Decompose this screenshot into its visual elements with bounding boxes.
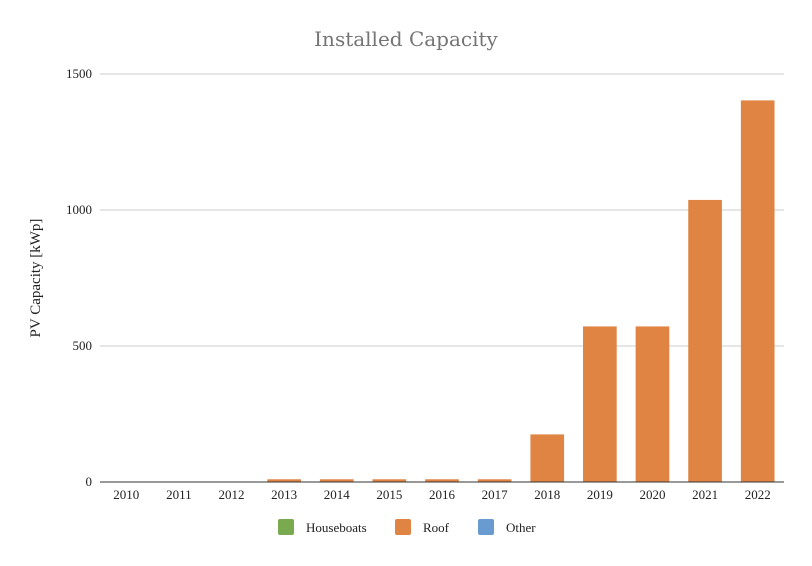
bar-roof-2022	[740, 100, 775, 482]
bar-roof-2021	[688, 199, 722, 482]
legend-swatch-houseboats	[278, 519, 294, 535]
legend-label-other: Other	[506, 520, 536, 535]
x-tick-label: 2017	[482, 487, 509, 502]
gridlines	[100, 73, 784, 347]
legend: Houseboats Roof Other	[278, 519, 536, 535]
bar-roof-2019	[583, 326, 617, 482]
chart-title: Installed Capacity	[314, 27, 498, 51]
x-tick-label: 2012	[219, 487, 245, 502]
x-tick-label: 2010	[113, 487, 139, 502]
x-tick-label: 2014	[324, 487, 351, 502]
bars	[267, 100, 775, 482]
y-axis-ticks: 0 500 1000 1500	[66, 66, 92, 489]
y-axis-label: PV Capacity [kWp]	[28, 219, 44, 338]
bar-roof-2014	[319, 479, 354, 482]
bar-roof-2013	[267, 479, 301, 482]
y-tick-label: 1500	[66, 66, 92, 81]
x-tick-label: 2019	[587, 487, 613, 502]
y-tick-label: 0	[86, 474, 93, 489]
bar-roof-2020	[635, 326, 670, 482]
legend-label-houseboats: Houseboats	[306, 520, 367, 535]
bar-roof-2017	[477, 479, 512, 482]
x-tick-label: 2021	[692, 487, 718, 502]
bar-roof-2015	[372, 479, 407, 482]
legend-label-roof: Roof	[423, 520, 450, 535]
x-tick-label: 2011	[166, 487, 192, 502]
x-axis-ticks: 2010 2011 2012 2013 2014 2015 2016 2017 2018 2019…	[113, 487, 770, 502]
legend-swatch-other	[478, 519, 494, 535]
x-tick-label: 2015	[376, 487, 402, 502]
x-tick-label: 2016	[429, 487, 456, 502]
x-tick-label: 2022	[745, 487, 771, 502]
y-tick-label: 1000	[66, 202, 92, 217]
y-tick-label: 500	[73, 338, 93, 353]
x-tick-label: 2020	[639, 487, 665, 502]
x-tick-label: 2013	[271, 487, 297, 502]
bar-roof-2018	[530, 434, 565, 482]
legend-swatch-roof	[395, 519, 411, 535]
x-tick-label: 2018	[534, 487, 560, 502]
bar-roof-2016	[425, 479, 459, 482]
